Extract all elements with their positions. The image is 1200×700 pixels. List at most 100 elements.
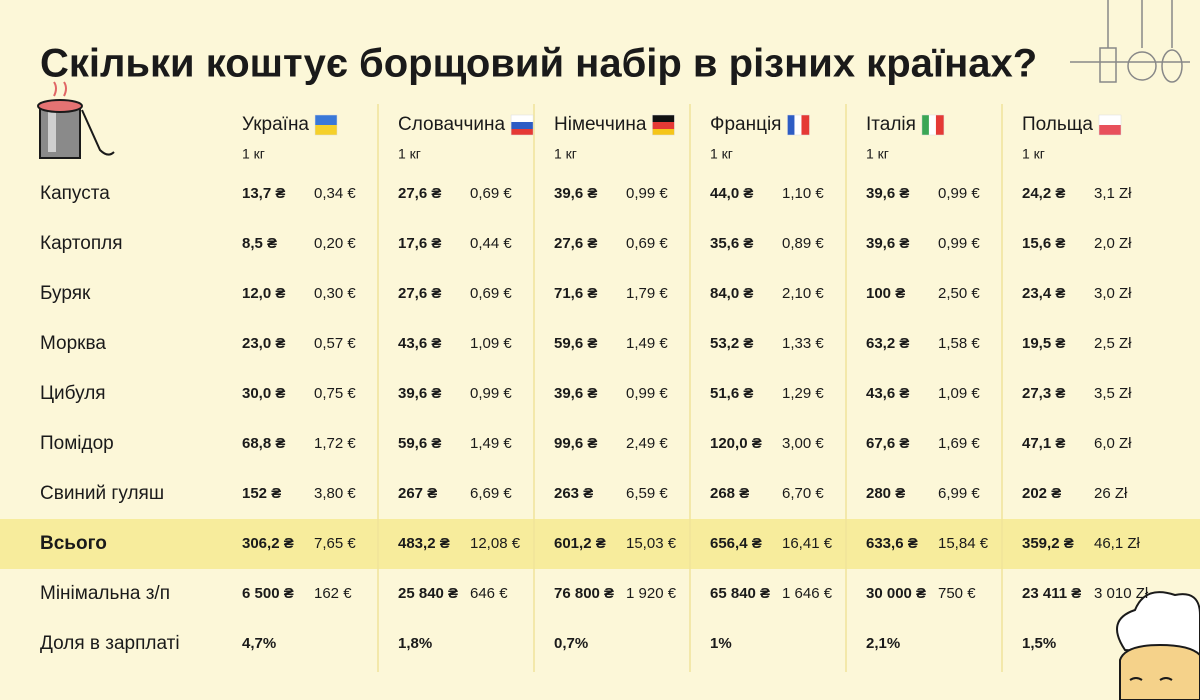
- price-uah: 2,1%: [866, 635, 900, 652]
- price-local: 6,70 €: [782, 485, 824, 502]
- country-name: Франція: [710, 114, 781, 135]
- price-uah: 51,6 ₴: [710, 385, 753, 402]
- flag-border: [510, 114, 534, 136]
- unit-label: 1 кг: [710, 146, 733, 162]
- row-label: Свиний гуляш: [40, 483, 164, 504]
- unit-label: 1 кг: [1022, 146, 1045, 162]
- flag-stripe: [511, 115, 534, 122]
- flag-stripe: [935, 115, 944, 135]
- flag-border: [652, 114, 675, 136]
- flag-stripe: [928, 115, 936, 135]
- price-uah: 120,0 ₴: [710, 435, 762, 452]
- table: Україна 1 кг Словаччина 1 кг Німеччина 1 кг Фр…: [40, 104, 1149, 672]
- price-local: 0,99 €: [938, 185, 980, 202]
- price-uah: 63,2 ₴: [866, 335, 909, 352]
- row-label: Доля в зарплаті: [40, 633, 180, 654]
- price-uah: 39,6 ₴: [554, 185, 597, 202]
- price-uah: 23 411 ₴: [1022, 585, 1081, 602]
- country-name: Німеччина: [554, 114, 647, 135]
- flag-border: [921, 114, 945, 136]
- price-uah: 1,8%: [398, 635, 432, 652]
- price-uah: 601,2 ₴: [554, 535, 606, 552]
- price-local: 1,79 €: [626, 285, 668, 302]
- chef-icon: [1116, 591, 1200, 700]
- price-local: 15,03 €: [626, 535, 677, 552]
- price-local: 3,80 €: [314, 485, 356, 502]
- price-local: 2,10 €: [782, 285, 824, 302]
- price-uah: 23,4 ₴: [1022, 285, 1065, 302]
- price-local: 0,99 €: [626, 185, 668, 202]
- price-uah: 35,6 ₴: [710, 235, 753, 252]
- price-uah: 27,6 ₴: [554, 235, 597, 252]
- price-local: 1,29 €: [782, 385, 824, 402]
- flag-stripe: [787, 115, 795, 135]
- row-label: Морква: [40, 333, 106, 354]
- price-local: 0,99 €: [470, 385, 512, 402]
- price-uah: 268 ₴: [710, 485, 749, 502]
- price-uah: 39,6 ₴: [398, 385, 441, 402]
- price-uah: 6 500 ₴: [242, 585, 294, 602]
- price-local: 3,00 €: [782, 435, 824, 452]
- price-local: 0,44 €: [470, 235, 512, 252]
- price-uah: 59,6 ₴: [398, 435, 441, 452]
- total-highlight: [0, 519, 1200, 569]
- flag-stripe: [1099, 125, 1121, 135]
- price-local: 0,69 €: [470, 185, 512, 202]
- price-uah: 267 ₴: [398, 485, 437, 502]
- price-local: 1,09 €: [938, 385, 980, 402]
- price-local: 1,49 €: [470, 435, 512, 452]
- price-uah: 15,6 ₴: [1022, 235, 1065, 252]
- price-local: 0,34 €: [314, 185, 356, 202]
- price-uah: 30,0 ₴: [242, 385, 285, 402]
- price-uah: 24,2 ₴: [1022, 185, 1065, 202]
- price-uah: 1,5%: [1022, 635, 1056, 652]
- price-uah: 68,8 ₴: [242, 435, 285, 452]
- flag-border: [314, 114, 338, 136]
- unit-label: 1 кг: [554, 146, 577, 162]
- price-local: 1 920 €: [626, 585, 677, 602]
- price-uah: 23,0 ₴: [242, 335, 285, 352]
- price-uah: 27,6 ₴: [398, 285, 441, 302]
- price-local: 26 Zł: [1094, 485, 1128, 502]
- price-local: 6,0 Zł: [1094, 435, 1132, 452]
- price-uah: 656,4 ₴: [710, 535, 762, 552]
- price-local: 1,69 €: [938, 435, 980, 452]
- price-local: 3,0 Zł: [1094, 285, 1132, 302]
- price-uah: 25 840 ₴: [398, 585, 458, 602]
- price-local: 12,08 €: [470, 535, 521, 552]
- price-uah: 76 800 ₴: [554, 585, 614, 602]
- price-local: 46,1 Zł: [1094, 535, 1141, 552]
- country-name: Словаччина: [398, 114, 506, 135]
- price-uah: 4,7%: [242, 635, 276, 652]
- price-uah: 1%: [710, 635, 732, 652]
- price-uah: 19,5 ₴: [1022, 335, 1065, 352]
- price-local: 0,69 €: [626, 235, 668, 252]
- row-label: Капуста: [40, 183, 110, 204]
- flag-stripe: [315, 115, 338, 125]
- price-local: 2,49 €: [626, 435, 668, 452]
- price-local: 1,09 €: [470, 335, 512, 352]
- flag-border: [1098, 114, 1122, 136]
- price-uah: 53,2 ₴: [710, 335, 753, 352]
- price-uah: 280 ₴: [866, 485, 905, 502]
- price-uah: 84,0 ₴: [710, 285, 753, 302]
- price-local: 6,99 €: [938, 485, 980, 502]
- price-uah: 44,0 ₴: [710, 185, 753, 202]
- country-name: Польща: [1022, 114, 1093, 135]
- flag-stripe: [652, 115, 675, 122]
- price-uah: 39,6 ₴: [866, 235, 909, 252]
- flag-stripe: [652, 122, 675, 129]
- unit-label: 1 кг: [866, 146, 889, 162]
- price-local: 1,33 €: [782, 335, 824, 352]
- price-local: 3 010 Zł: [1094, 585, 1149, 602]
- price-local: 1,49 €: [626, 335, 668, 352]
- flag-stripe: [652, 129, 675, 135]
- price-local: 750 €: [938, 585, 976, 602]
- unit-label: 1 кг: [242, 146, 265, 162]
- flag-border: [787, 114, 810, 136]
- price-local: 6,59 €: [626, 485, 668, 502]
- price-uah: 39,6 ₴: [866, 185, 909, 202]
- row-label: Цибуля: [40, 383, 106, 404]
- price-uah: 47,1 ₴: [1022, 435, 1065, 452]
